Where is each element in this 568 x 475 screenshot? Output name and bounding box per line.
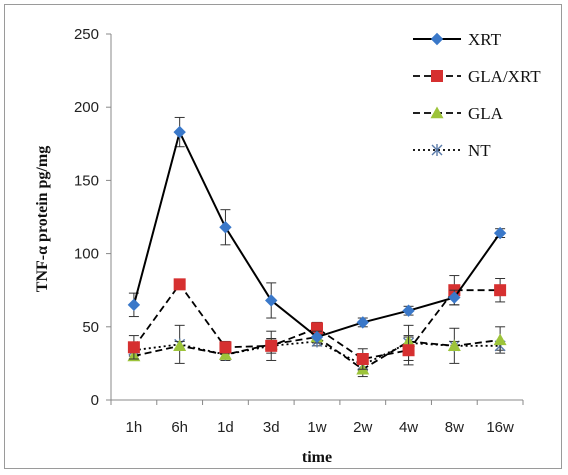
data-point-gla	[173, 339, 187, 352]
data-point-xrt	[402, 304, 415, 317]
y-tick-label: 50	[82, 319, 99, 336]
legend-entry-gla-xrt: GLA/XRT	[413, 67, 541, 86]
y-axis-title: TNF-α protein pg/mg	[34, 146, 51, 292]
x-tick-label: 16w	[486, 419, 514, 436]
data-point-xrt	[493, 226, 507, 240]
legend-label: NT	[468, 141, 491, 160]
data-point-xrt	[219, 221, 232, 234]
data-point-xrt	[356, 316, 369, 329]
data-point-xrt	[127, 298, 141, 312]
legend-label: XRT	[468, 30, 502, 49]
data-point-gla-xrt	[494, 284, 507, 297]
legend-marker	[430, 106, 444, 119]
legend-entry-nt: NT	[413, 141, 491, 160]
x-tick-label: 3d	[263, 419, 280, 436]
data-point-gla-xrt	[265, 339, 278, 352]
series-line-xrt	[132, 129, 501, 339]
series-layer	[127, 116, 507, 378]
legend-label: GLA/XRT	[468, 67, 541, 86]
y-tick-label: 150	[74, 172, 99, 189]
y-tick-label: 0	[91, 392, 99, 409]
legend-entry-xrt: XRT	[413, 30, 502, 49]
series-gla-xrt	[127, 275, 507, 370]
x-axis-title: time	[302, 449, 332, 466]
x-tick-label: 1d	[217, 419, 234, 436]
legend-label: GLA	[468, 104, 504, 123]
data-point-gla-xrt	[173, 278, 186, 291]
data-point-gla-xrt	[356, 353, 369, 366]
series-xrt	[127, 116, 507, 344]
data-point-gla-xrt	[127, 341, 140, 354]
chart-svg: 0 50 100 150 200 250 1h 6h 1d 3d 1w 2w 4w 8w 16w XRT GL…	[34, 26, 541, 466]
data-point-gla	[493, 333, 507, 346]
y-tick-label: 200	[74, 99, 99, 116]
data-point-gla	[447, 339, 461, 352]
data-point-xrt	[265, 294, 278, 307]
data-point-gla-xrt	[219, 341, 232, 354]
legend: XRT GLA/XRT GLA NT	[413, 30, 541, 160]
y-tick-label: 250	[74, 26, 99, 43]
chart-frame: 0 50 100 150 200 250 1h 6h 1d 3d 1w 2w 4w 8w 16w XRT GL…	[4, 4, 562, 469]
series-line-gla-xrt	[133, 282, 501, 360]
axes: 0 50 100 150 200 250 1h 6h 1d 3d 1w 2w 4w 8w 16w	[74, 26, 524, 436]
legend-marker	[430, 32, 444, 46]
x-tick-label: 2w	[353, 419, 372, 436]
legend-entry-gla: GLA	[413, 104, 504, 123]
data-point-gla-xrt	[402, 344, 415, 357]
data-point-xrt	[448, 291, 461, 304]
x-tick-label: 6h	[171, 419, 188, 436]
data-point-xrt	[310, 330, 324, 344]
legend-marker	[431, 144, 443, 156]
data-point-gla	[218, 348, 232, 360]
x-tick-label: 8w	[445, 419, 464, 436]
x-tick-label: 1h	[126, 419, 143, 436]
data-point-xrt	[173, 125, 186, 139]
x-tick-label: 4w	[399, 419, 418, 436]
y-tick-label: 100	[74, 246, 99, 263]
x-tick-label: 1w	[307, 419, 326, 436]
legend-marker	[431, 70, 443, 82]
